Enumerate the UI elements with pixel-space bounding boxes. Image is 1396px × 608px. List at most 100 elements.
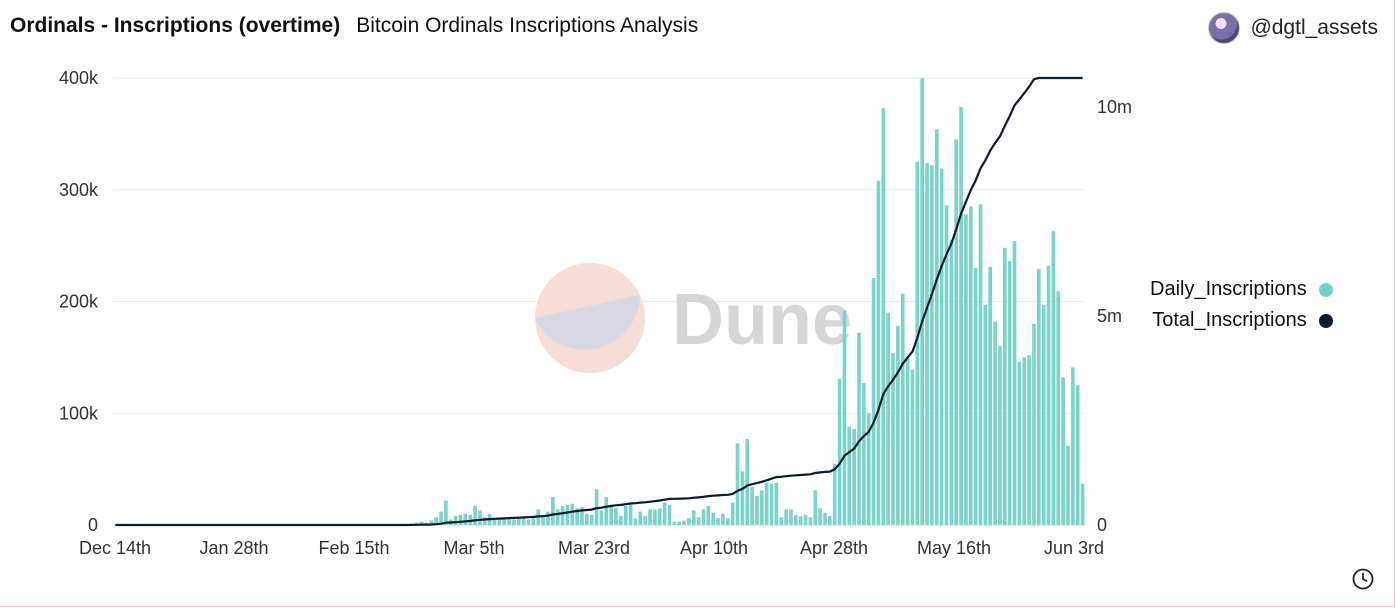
bar-daily-inscriptions [516,518,521,525]
bar-daily-inscriptions [1041,304,1046,525]
bar-daily-inscriptions [1066,445,1070,525]
bar-daily-inscriptions [1027,355,1031,525]
page-subtitle: Bitcoin Ordinals Inscriptions Analysis [356,14,699,37]
bar-daily-inscriptions [998,346,1002,525]
bar-daily-inscriptions [560,506,565,525]
clock-icon[interactable] [1352,568,1374,590]
bar-daily-inscriptions [847,426,852,525]
bar-daily-inscriptions [993,321,997,525]
bar-daily-inscriptions [798,516,803,525]
bar-daily-inscriptions [823,512,827,525]
bar-daily-inscriptions [711,512,716,525]
bar-daily-inscriptions [628,502,633,525]
avatar[interactable] [1208,12,1241,44]
bar-daily-inscriptions [1071,367,1075,525]
bar-daily-inscriptions [759,490,764,525]
bar-daily-inscriptions [716,518,720,525]
y-right-tick-label: 5m [1097,306,1122,326]
bar-daily-inscriptions [662,502,667,525]
bar-daily-inscriptions [774,482,779,525]
bar-daily-inscriptions [463,513,468,525]
legend-item-total[interactable]: Total_Inscriptions [1150,305,1333,336]
bar-daily-inscriptions [949,240,954,525]
bar-daily-inscriptions [555,509,560,525]
bar-daily-inscriptions [964,214,968,525]
bar-daily-inscriptions [653,509,657,525]
bar-daily-inscriptions [866,413,871,525]
author-name[interactable]: @dgtl_assets [1250,16,1378,39]
bar-daily-inscriptions [876,180,881,525]
bar-daily-inscriptions [657,508,662,525]
bar-daily-inscriptions [925,162,929,525]
y-left-tick-label: 400k [59,68,99,88]
bar-daily-inscriptions [575,508,579,525]
legend: Daily_Inscriptions Total_Inscriptions [1150,274,1333,336]
y-left-tick-label: 100k [59,403,99,423]
bar-daily-inscriptions [1007,261,1012,525]
bar-daily-inscriptions [896,326,900,525]
bar-daily-inscriptions [439,511,443,525]
bar-daily-inscriptions [609,504,613,525]
bar-daily-inscriptions [968,206,973,525]
legend-label-daily[interactable]: Daily_Inscriptions [1150,278,1307,300]
bar-daily-inscriptions [832,463,837,525]
bar-daily-inscriptions [473,506,477,525]
bar-daily-inscriptions [837,378,842,525]
bar-daily-inscriptions [910,369,915,525]
bar-daily-inscriptions [857,332,861,525]
bar-daily-inscriptions [633,518,638,525]
bar-daily-inscriptions [973,267,978,525]
bar-daily-inscriptions [1022,357,1027,525]
bar-daily-inscriptions [978,204,983,525]
legend-label-total[interactable]: Total_Inscriptions [1152,309,1307,331]
bar-daily-inscriptions [740,471,745,525]
bar-daily-inscriptions [915,161,920,525]
bar-daily-inscriptions [852,428,856,525]
y-left-tick-label: 200k [59,292,99,312]
x-tick-label: Jun 3rd [1044,538,1104,558]
bar-daily-inscriptions [954,139,959,525]
bar-daily-inscriptions [920,78,925,525]
legend-item-daily[interactable]: Daily_Inscriptions [1150,274,1333,305]
bar-daily-inscriptions [1046,265,1051,525]
legend-dot-total [1318,313,1333,328]
bar-daily-inscriptions [803,514,808,525]
bar-daily-inscriptions [1002,247,1007,526]
header: Ordinals - Inscriptions (overtime) Bitco… [10,14,698,44]
bar-daily-inscriptions [478,510,482,525]
bar-daily-inscriptions [497,519,502,525]
watermark-text: Dune [672,280,852,360]
x-tick-label: Dec 14th [79,538,151,558]
author-link[interactable]: @dgtl_assets [1208,12,1378,44]
bar-daily-inscriptions [526,519,531,525]
bar-daily-inscriptions [939,168,944,525]
y-left-tick-label: 300k [59,180,99,200]
bar-daily-inscriptions [677,521,682,525]
bar-daily-inscriptions [434,517,439,525]
bar-daily-inscriptions [1037,269,1041,525]
x-tick-label: May 16th [917,538,991,558]
bar-daily-inscriptions [667,504,672,525]
bar-daily-inscriptions [701,509,706,525]
bar-daily-inscriptions [541,517,545,525]
bar-daily-inscriptions [789,509,793,525]
bar-daily-inscriptions [871,278,876,525]
bar-daily-inscriptions [521,517,526,525]
bar-daily-inscriptions [779,517,784,525]
bar-daily-inscriptions [502,518,507,525]
bar-daily-inscriptions [886,312,890,525]
x-tick-label: Mar 23rd [558,538,630,558]
bar-daily-inscriptions [1056,291,1061,525]
bar-daily-inscriptions [900,293,905,525]
bar-daily-inscriptions [512,519,516,525]
page-title: Ordinals - Inscriptions (overtime) [10,14,341,37]
bar-daily-inscriptions [944,205,949,525]
bar-daily-inscriptions [905,356,910,525]
bar-daily-inscriptions [808,517,813,525]
bar-daily-inscriptions [453,516,458,525]
bar-daily-inscriptions [828,516,832,525]
x-tick-label: Apr 10th [680,538,748,558]
bar-daily-inscriptions [934,129,939,525]
bar-daily-inscriptions [672,521,677,525]
